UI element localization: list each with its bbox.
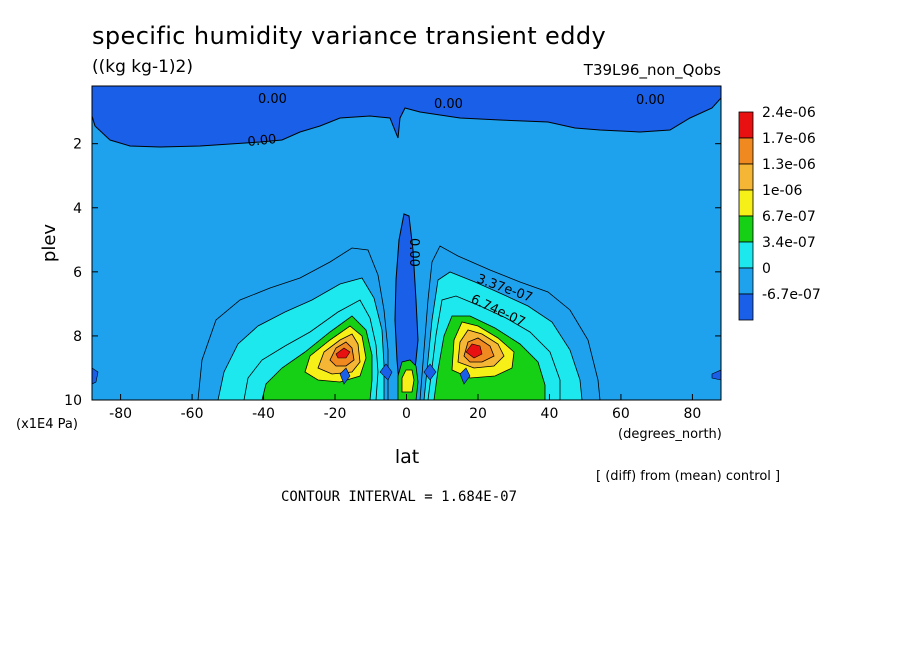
y-tick-label: 6 (73, 265, 82, 281)
contour-label: 0.00 (258, 92, 287, 107)
legend-swatch (738, 215, 754, 243)
legend-label: -6.7e-07 (762, 287, 821, 303)
contour-label: 0.00 (406, 238, 421, 267)
x-tick-label: -60 (181, 406, 204, 422)
color-legend: 2.4e-06 1.7e-06 1.3e-06 1e-06 6.7e-07 3.4e-07… (738, 105, 821, 321)
y-axis-units: (x1E4 Pa) (16, 417, 78, 432)
legend-label: 3.4e-07 (762, 235, 816, 251)
contour-label: 0.00 (434, 97, 463, 112)
legend-label: 0 (762, 261, 771, 277)
legend-swatch (738, 189, 754, 217)
x-tick-label: -40 (252, 406, 275, 422)
legend-swatch (738, 267, 754, 295)
contour-field (92, 86, 721, 400)
x-tick-label: 60 (612, 406, 630, 422)
legend-swatch (738, 163, 754, 191)
legend-label: 1.3e-06 (762, 157, 816, 173)
legend-swatch (738, 111, 754, 139)
legend-label: 1e-06 (762, 183, 802, 199)
legend-swatch (738, 137, 754, 165)
chart-title: specific humidity variance transient edd… (92, 22, 607, 50)
y-tick-label: 4 (73, 201, 82, 217)
contour-interval: CONTOUR INTERVAL = 1.684E-07 (281, 489, 518, 505)
legend-swatch (738, 293, 754, 321)
legend-label: 6.7e-07 (762, 209, 816, 225)
x-tick-label: 40 (541, 406, 559, 422)
x-tick-label: 20 (469, 406, 487, 422)
legend-label: 2.4e-06 (762, 105, 816, 121)
x-tick-label: 80 (683, 406, 701, 422)
y-tick-label: 8 (73, 329, 82, 345)
x-tick-label: -80 (109, 406, 132, 422)
legend-label: 1.7e-06 (762, 131, 816, 147)
x-axis: -80 -60 -40 -20 0 20 40 60 80 (109, 394, 701, 422)
run-label: T39L96_non_Qobs (583, 61, 721, 79)
x-axis-units: (degrees_north) (618, 427, 722, 442)
y-tick-label: 2 (73, 137, 82, 153)
x-tick-label: -20 (324, 406, 347, 422)
y-tick-label: 10 (64, 393, 82, 409)
legend-swatch (738, 241, 754, 269)
y-axis-label: plev (39, 224, 60, 263)
contour-label: 0.00 (247, 132, 277, 150)
y-axis: 2 4 6 8 10 (64, 137, 721, 409)
contour-label: 0.00 (636, 93, 665, 108)
x-axis-label: lat (395, 446, 419, 468)
diff-note: [ (diff) from (mean) control ] (596, 469, 781, 484)
chart-units: ((kg kg-1)2) (92, 57, 193, 77)
x-tick-label: 0 (402, 406, 411, 422)
